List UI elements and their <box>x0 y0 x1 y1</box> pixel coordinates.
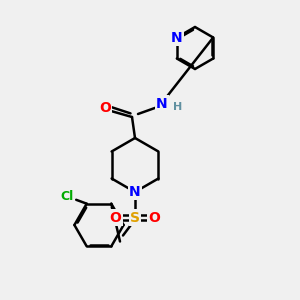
Text: O: O <box>110 211 122 224</box>
Text: Cl: Cl <box>61 190 74 203</box>
Text: O: O <box>148 211 160 224</box>
Text: N: N <box>156 97 168 110</box>
Text: N: N <box>129 185 141 199</box>
Text: H: H <box>173 101 182 112</box>
Text: O: O <box>99 101 111 115</box>
Text: S: S <box>130 211 140 224</box>
Text: N: N <box>171 31 183 44</box>
